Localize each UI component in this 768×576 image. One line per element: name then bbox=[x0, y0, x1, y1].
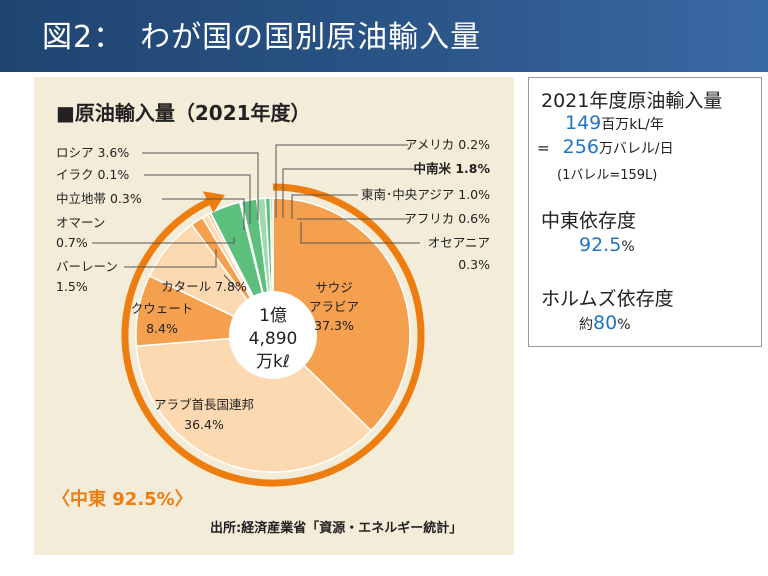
slice-label: バーレーン bbox=[56, 259, 118, 274]
slice-label: 中立地帯 0.3% bbox=[56, 191, 142, 206]
center-total-text: 1億 bbox=[259, 306, 287, 326]
leader-line bbox=[162, 198, 245, 230]
dependency-unit: % bbox=[621, 239, 635, 255]
leader-line bbox=[144, 174, 251, 224]
leader-line bbox=[282, 168, 420, 218]
hormuz-value: 80 bbox=[593, 312, 618, 334]
slice-label: アフリカ 0.6% bbox=[404, 211, 490, 226]
slice-label: 1.5% bbox=[56, 279, 88, 294]
slice-label: アラブ首長国連邦 bbox=[154, 397, 254, 412]
slice-label: サウジ bbox=[315, 280, 353, 295]
slice-label: 0.3% bbox=[458, 257, 490, 272]
pie-slice bbox=[272, 197, 411, 432]
page-title: 図2： わが国の国別原油輸入量 bbox=[42, 20, 482, 55]
slice-label: ロシア 3.6% bbox=[56, 145, 129, 160]
dependency-title: 中東依存度 bbox=[541, 210, 637, 232]
slice-label: クウェート bbox=[131, 301, 194, 316]
daily-import: = 256万バレル/日 bbox=[537, 136, 674, 158]
slice-label: オマーン bbox=[56, 215, 105, 230]
title-bar: 図2： わが国の国別原油輸入量 bbox=[0, 0, 768, 72]
middle-east-label: 〈中東 92.5%〉 bbox=[52, 489, 193, 510]
slice-label: 8.4% bbox=[146, 321, 178, 336]
center-total-text: 万kℓ bbox=[256, 352, 290, 372]
info-heading: 2021年度原油輸入量 bbox=[541, 90, 723, 112]
leader-line bbox=[92, 237, 235, 244]
chart-title: ■原油輸入量（2021年度） bbox=[56, 101, 311, 125]
dependency-readout: 92.5% bbox=[579, 234, 635, 256]
dependency-value: 92.5 bbox=[579, 234, 622, 256]
slice-label: 37.3% bbox=[314, 318, 354, 333]
chart-panel: ■原油輸入量（2021年度） 1億 4,890 万kℓ サウジアラビア 37.3% アラブ… bbox=[34, 77, 514, 555]
annual-import: 149百万kL/年 bbox=[565, 112, 664, 134]
slice-label: イラク 0.1% bbox=[56, 167, 129, 182]
daily-unit: 万バレル/日 bbox=[598, 141, 674, 157]
leader-line bbox=[275, 144, 408, 218]
hormuz-prefix: 約 bbox=[579, 317, 593, 333]
leader-line bbox=[223, 274, 240, 292]
barrel-conversion: (1バレル=159L) bbox=[557, 168, 658, 183]
annual-value: 149 bbox=[565, 112, 602, 134]
annual-unit: 百万kL/年 bbox=[601, 117, 664, 133]
middle-east-arc bbox=[121, 183, 425, 487]
daily-value: 256 bbox=[562, 136, 599, 158]
hormuz-unit: % bbox=[617, 317, 631, 333]
slice-label: オセアニア bbox=[428, 235, 490, 250]
leader-line bbox=[142, 152, 259, 220]
source-note: 出所:経済産業省「資源・エネルギー統計」 bbox=[210, 521, 463, 536]
slice-label: カタール 7.8% bbox=[161, 279, 247, 294]
slice-label: アメリカ 0.2% bbox=[405, 137, 490, 152]
slice-label: アラビア bbox=[309, 299, 359, 314]
leader-line bbox=[291, 194, 358, 219]
middle-east-arrowhead bbox=[202, 191, 225, 213]
pie-slice bbox=[135, 334, 373, 473]
slice-label: 0.7% bbox=[56, 235, 88, 250]
slice-label: 東南･中央アジア 1.0% bbox=[361, 187, 490, 202]
info-box: 2021年度原油輸入量 149百万kL/年 = 256万バレル/日 (1バレル=… bbox=[528, 77, 762, 347]
center-total-text: 4,890 bbox=[249, 329, 298, 349]
leader-line bbox=[124, 249, 217, 268]
hormuz-readout: 約80% bbox=[579, 312, 631, 334]
slice-label: 中南米 1.8% bbox=[413, 161, 490, 176]
hormuz-title: ホルムズ依存度 bbox=[541, 288, 674, 310]
equals-sign: = bbox=[537, 139, 550, 157]
slice-label: 36.4% bbox=[184, 417, 224, 432]
center-circle bbox=[229, 291, 317, 379]
